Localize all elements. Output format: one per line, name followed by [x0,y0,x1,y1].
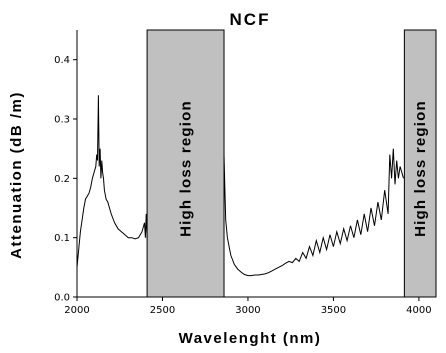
y-tick-label: 0.3 [54,115,70,126]
high-loss-region-1 [146,29,225,298]
y-tick-label: 0.1 [54,233,70,244]
high-loss-regions: High loss region High loss region [146,29,437,298]
x-tick-label: 4000 [406,305,431,316]
y-tick-label: 0.4 [54,55,70,66]
high-loss-region-label-1: High loss region [178,100,195,237]
y-tick-label: 0.2 [54,174,70,185]
axes: 2000 2500 3000 3500 4000 0.0 0.1 0.2 0.3 0.4 [54,30,436,316]
x-tick-label: 2500 [150,305,175,316]
x-tick-label: 3500 [321,305,346,316]
y-tick-label: 0.0 [54,293,70,304]
x-tick-label: 3000 [235,305,260,316]
x-axis-title: Wavelenght (nm) [179,330,322,347]
y-axis-title: Attenuation (dB /m) [8,91,25,259]
attenuation-line [76,95,404,277]
chart-title: NCF [230,10,271,29]
high-loss-region-label-2: High loss region [412,100,429,237]
x-tick-label: 2000 [64,305,89,316]
